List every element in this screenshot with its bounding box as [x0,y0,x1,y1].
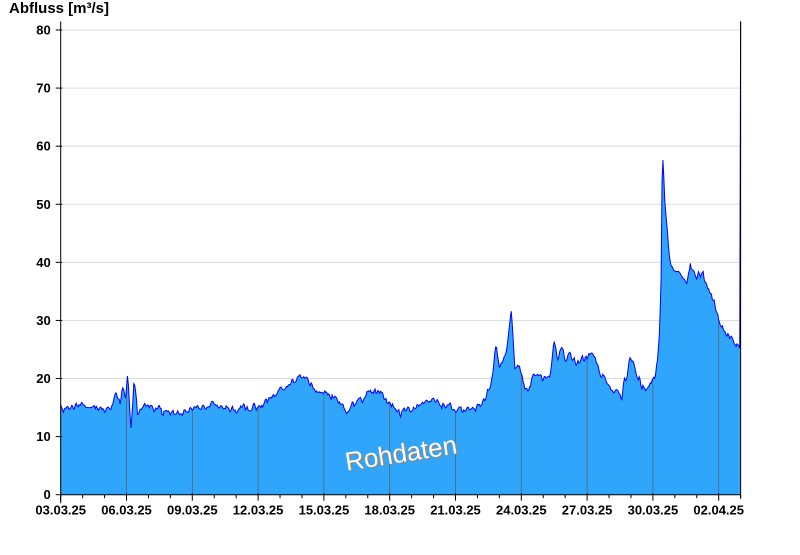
svg-text:06.03.25: 06.03.25 [101,503,152,518]
svg-text:70: 70 [36,81,50,96]
svg-text:12.03.25: 12.03.25 [233,503,284,518]
svg-text:60: 60 [36,139,50,154]
svg-text:40: 40 [36,255,50,270]
svg-text:09.03.25: 09.03.25 [167,503,218,518]
svg-text:80: 80 [36,23,50,38]
svg-text:02.04.25: 02.04.25 [693,503,744,518]
svg-text:30: 30 [36,313,50,328]
svg-text:24.03.25: 24.03.25 [496,503,547,518]
svg-text:0: 0 [43,487,50,502]
svg-text:20: 20 [36,371,50,386]
svg-text:30.03.25: 30.03.25 [628,503,679,518]
svg-text:50: 50 [36,197,50,212]
svg-text:27.03.25: 27.03.25 [562,503,613,518]
svg-text:21.03.25: 21.03.25 [430,503,481,518]
svg-text:18.03.25: 18.03.25 [364,503,415,518]
svg-text:15.03.25: 15.03.25 [299,503,350,518]
svg-text:10: 10 [36,429,50,444]
svg-text:03.03.25: 03.03.25 [35,503,86,518]
